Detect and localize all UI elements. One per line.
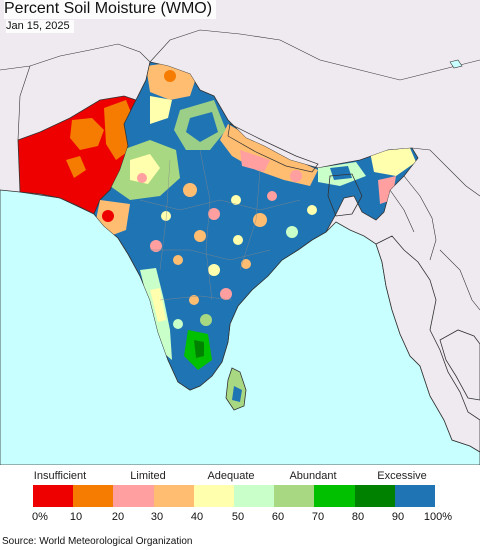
legend-tick: 60: [271, 511, 285, 523]
legend-swatch-7: [314, 485, 355, 507]
legend-tick: 80: [351, 511, 365, 523]
legend-tick: 10: [69, 511, 83, 523]
orange-spot: [66, 156, 86, 178]
legend-tick: 40: [190, 511, 204, 523]
indus-patch: [104, 100, 134, 160]
legend-tick: 0%: [32, 511, 48, 523]
legend-tick: 70: [311, 511, 325, 523]
legend-swatch-8: [354, 485, 395, 507]
legend-tick: 20: [111, 511, 125, 523]
legend-category-adequate: Adequate: [207, 470, 255, 482]
source-credit: Source: World Meteorological Organizatio…: [2, 536, 193, 547]
legend-category-abundant: Abundant: [289, 470, 337, 482]
map-canvas: [0, 0, 480, 465]
legend-swatch-4: [193, 485, 235, 507]
bangladesh-border: [327, 173, 363, 217]
moisture-patches: [96, 62, 416, 370]
legend-tick: 90: [391, 511, 405, 523]
country-borders: [0, 29, 480, 311]
india-region: [93, 61, 419, 391]
balochistan-patch: [70, 118, 104, 150]
legend-tick: 100%: [423, 511, 453, 523]
legend-swatch-9: [394, 485, 436, 507]
legend-swatch-0: [33, 485, 74, 507]
sri-lanka-wet: [232, 386, 242, 402]
legend-swatch-6: [274, 485, 315, 507]
soil-moisture-map: Percent Soil Moisture (WMO) Jan 15, 2025: [0, 0, 480, 465]
myanmar-land: [375, 235, 480, 453]
thailand-land: [439, 329, 480, 401]
legend-color-bar: [33, 485, 436, 507]
map-title: Percent Soil Moisture (WMO): [4, 0, 217, 19]
map-date: Jan 15, 2025: [6, 20, 74, 33]
legend-swatch-2: [113, 485, 154, 507]
legend: Insufficient Limited Adequate Abundant E…: [0, 465, 480, 533]
legend-tick: 30: [150, 511, 164, 523]
legend-swatch-3: [153, 485, 194, 507]
legend-category-excessive: Excessive: [377, 470, 427, 482]
legend-tick: 50: [231, 511, 245, 523]
lake: [449, 59, 463, 69]
legend-swatch-1: [73, 485, 114, 507]
legend-category-insufficient: Insufficient: [33, 470, 87, 482]
nepal-border: [227, 123, 319, 173]
legend-category-limited: Limited: [130, 470, 166, 482]
legend-swatch-5: [234, 485, 275, 507]
state-borders: [139, 149, 301, 301]
